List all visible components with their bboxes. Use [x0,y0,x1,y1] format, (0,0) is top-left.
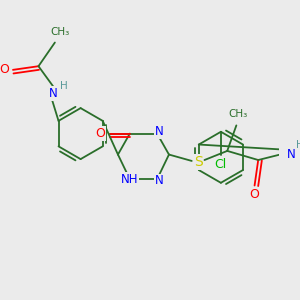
Text: O: O [96,127,106,140]
Text: N: N [286,148,296,161]
Text: N: N [154,175,163,188]
Text: Cl: Cl [215,158,227,171]
Text: N: N [49,87,57,100]
Text: N: N [154,125,163,138]
Text: NH: NH [121,172,139,186]
Text: H: H [60,81,68,91]
Text: H: H [296,140,300,150]
Text: CH₃: CH₃ [51,27,70,37]
Text: S: S [194,155,203,169]
Text: O: O [250,188,260,201]
Text: CH₃: CH₃ [229,110,248,119]
Text: O: O [0,63,9,76]
